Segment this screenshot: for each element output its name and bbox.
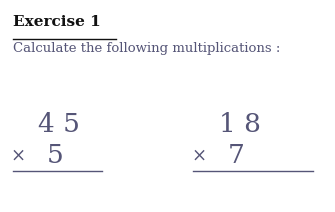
Text: ×: × bbox=[11, 147, 26, 165]
Text: 7: 7 bbox=[228, 143, 245, 168]
Text: ×: × bbox=[192, 147, 207, 165]
Text: Exercise 1: Exercise 1 bbox=[13, 15, 101, 29]
Text: 5: 5 bbox=[47, 143, 64, 168]
Text: 1 8: 1 8 bbox=[218, 112, 261, 137]
Text: 4 5: 4 5 bbox=[38, 112, 80, 137]
Text: Calculate the following multiplications :: Calculate the following multiplications … bbox=[13, 42, 281, 55]
